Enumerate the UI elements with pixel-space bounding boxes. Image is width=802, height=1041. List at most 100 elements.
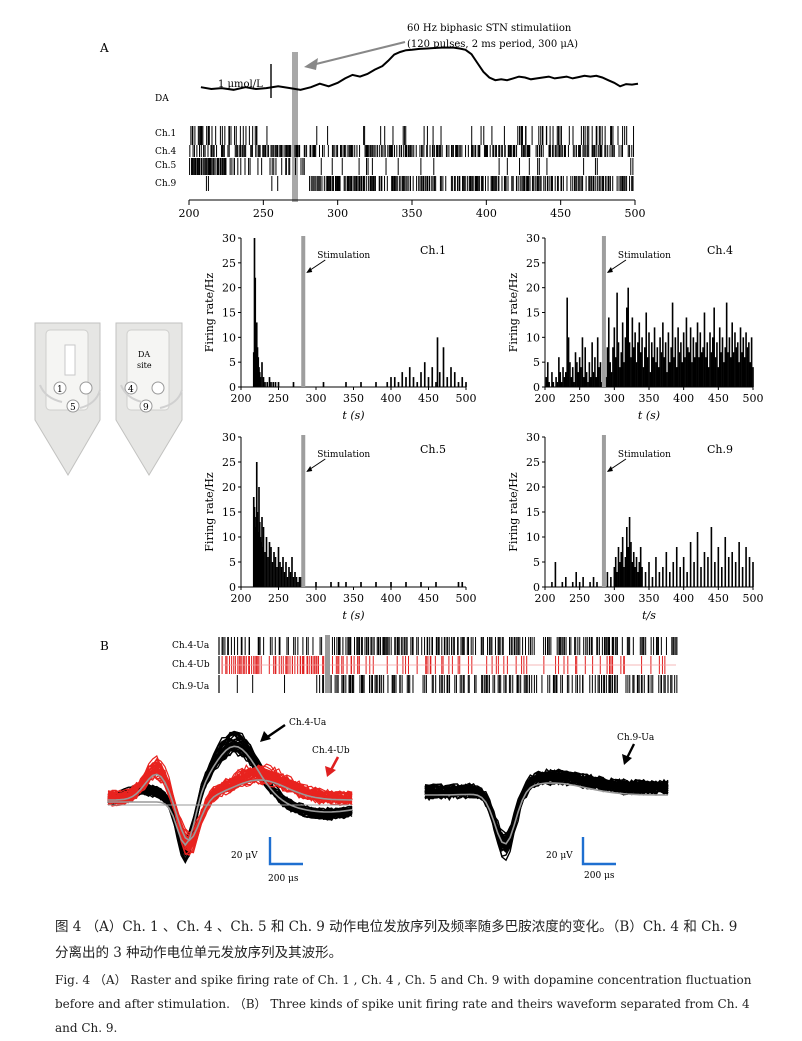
- firing-rate-bar: [655, 557, 657, 587]
- electrode-site-5: 5: [70, 403, 76, 413]
- firing-rate-bar: [592, 577, 595, 587]
- scale-time-left: 200 μs: [268, 874, 299, 884]
- firing-rate-bar: [655, 362, 657, 387]
- firing-rate-bar: [585, 372, 588, 387]
- raster-x-tick-label: 450: [550, 207, 571, 220]
- firing-rate-bar: [450, 367, 452, 387]
- firing-rate-bar: [607, 317, 610, 387]
- firing-rate-bar: [397, 382, 400, 387]
- x-tick-label: 300: [604, 592, 625, 605]
- x-tick-label: 200: [535, 392, 556, 405]
- firing-rate-bar: [623, 362, 625, 387]
- firing-rate-bar: [705, 357, 707, 387]
- waveform-label-ch9ua: Ch.9-Ua: [617, 733, 655, 743]
- firing-rate-bar: [707, 367, 710, 387]
- arrow-ch9ua-head: [622, 754, 632, 765]
- x-tick-label: 500: [456, 592, 477, 605]
- firing-rate-bar: [551, 582, 553, 587]
- stim-bar-a: [292, 52, 298, 202]
- firing-rate-bar: [745, 547, 747, 587]
- raster-b-label-ch9ua: Ch.9-Ua: [172, 682, 210, 692]
- firing-rate-bar: [675, 547, 678, 587]
- firing-rate-bar: [436, 337, 439, 387]
- x-tick-label: 350: [343, 392, 364, 405]
- firing-rate-bar: [714, 357, 717, 387]
- firing-rate-bar: [605, 377, 607, 387]
- firing-rate-bar: [709, 332, 711, 387]
- firing-rate-bar: [286, 577, 289, 587]
- firing-rate-bar: [265, 537, 268, 587]
- firing-rate-bar: [619, 562, 621, 587]
- firing-rate-bar: [750, 337, 753, 387]
- firing-rate-bar: [652, 357, 654, 387]
- y-tick-label: 10: [526, 331, 540, 344]
- firing-rate-bar: [292, 382, 295, 387]
- firing-rate-bar: [718, 327, 721, 387]
- electrode-site-4: 4: [128, 385, 134, 395]
- firing-rate-bar: [693, 562, 695, 587]
- y-tick-label: 15: [526, 307, 540, 320]
- firing-rate-bar: [412, 377, 415, 387]
- stim-annotation-line2: (120 pulses, 2 ms period, 300 μA): [407, 39, 578, 50]
- y-tick-label: 30: [222, 431, 236, 444]
- raster-x-tick-label: 350: [402, 207, 423, 220]
- firing-rate-bar: [731, 552, 733, 587]
- chart-title: Ch.1: [420, 244, 446, 257]
- firing-rate-bar: [554, 562, 557, 587]
- x-tick-label: 300: [604, 392, 625, 405]
- firing-rate-bar: [274, 382, 277, 387]
- firing-rate-bar: [558, 357, 560, 387]
- firing-rate-bar: [670, 347, 672, 387]
- firing-rate-bar: [266, 382, 269, 387]
- firing-rate-bar: [743, 357, 746, 387]
- firing-rate-bar: [716, 342, 718, 387]
- stimulation-arrowhead: [606, 466, 613, 472]
- x-tick-label: 250: [268, 592, 289, 605]
- raster-b-label-ch4ua: Ch.4-Ua: [172, 641, 210, 651]
- firing-rate-bar: [259, 377, 262, 387]
- y-tick-label: 0: [533, 381, 540, 394]
- firing-rate-bar: [273, 552, 275, 587]
- y-tick-label: 30: [526, 232, 540, 245]
- figure-4: A 60 Hz biphasic STN stimulatiion (120 p…: [34, 23, 764, 884]
- firing-rate-bar: [689, 327, 692, 387]
- firing-rate-chart-ch4: 0 5 10 15 20 25 30 200 250 300 350 400 450 500 t (s) Fi…: [507, 232, 764, 422]
- firing-rate-bar: [621, 322, 624, 387]
- da-site-label-2: site: [137, 361, 152, 370]
- firing-rate-bar: [416, 382, 419, 387]
- x-tick-label: 350: [639, 592, 660, 605]
- firing-rate-bar: [561, 582, 564, 587]
- firing-rate-bar: [656, 347, 659, 387]
- stim-annotation-arrowhead: [304, 58, 318, 70]
- firing-rate-bar: [274, 557, 277, 587]
- firing-rate-bar: [685, 317, 688, 387]
- firing-rate-bar: [724, 347, 727, 387]
- firing-rate-bar: [734, 332, 736, 387]
- chart-title: Ch.5: [420, 443, 446, 456]
- firing-rate-bar: [648, 562, 650, 587]
- firing-rate-bar: [294, 572, 296, 587]
- firing-rate-chart-ch5: 0 5 10 15 20 25 30 200 250 300 350 400 450 500 t (s) Fi…: [203, 431, 477, 622]
- waveform-ch4ub-trace: [107, 763, 353, 841]
- firing-rate-bar: [734, 562, 737, 587]
- x-tick-label: 250: [569, 392, 590, 405]
- firing-rate-bar: [728, 337, 731, 387]
- raster-label-ch1: Ch.1: [155, 129, 176, 139]
- firing-rate-bar: [748, 342, 750, 387]
- firing-rate-bar: [546, 362, 549, 387]
- firing-rate-bar: [724, 537, 727, 587]
- y-tick-label: 10: [526, 531, 540, 544]
- firing-rate-bar: [578, 357, 581, 387]
- firing-rate-bar: [651, 577, 654, 587]
- firing-rate-bar: [713, 307, 715, 387]
- waveform-label-ch4ub: Ch.4-Ub: [312, 746, 350, 756]
- firing-rate-bar: [262, 527, 265, 587]
- firing-rate-bar: [631, 317, 634, 387]
- firing-rate-bar: [563, 377, 566, 387]
- y-tick-label: 25: [526, 257, 540, 270]
- firing-rate-bar: [575, 572, 577, 587]
- scale-voltage-left: 20 μV: [231, 851, 258, 861]
- firing-rate-bar: [689, 542, 692, 587]
- x-tick-label: 200: [535, 592, 556, 605]
- firing-rate-bar: [730, 357, 732, 387]
